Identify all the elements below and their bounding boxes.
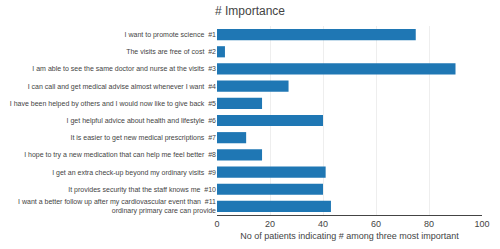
svg-text:I want a better follow up afte: I want a better follow up after my cardi… xyxy=(18,198,216,215)
svg-text:I get an extra check-up beyond: I get an extra check-up beyond my ordina… xyxy=(52,169,216,177)
svg-text:# Importance: # Importance xyxy=(215,4,285,18)
svg-text:I can call and get medical adv: I can call and get medical advise almost… xyxy=(28,83,216,91)
svg-text:No of patients indicating # am: No of patients indicating # among three … xyxy=(240,231,459,241)
svg-text:0: 0 xyxy=(214,219,219,229)
svg-text:I hope to try a new medication: I hope to try a new medication that can … xyxy=(24,151,216,159)
svg-text:It provides security that the: It provides security that the staff know… xyxy=(68,186,216,194)
svg-text:It is easier to get new medica: It is easier to get new medical prescrip… xyxy=(70,134,216,142)
svg-text:20: 20 xyxy=(265,219,275,229)
svg-text:40: 40 xyxy=(318,219,328,229)
svg-text:60: 60 xyxy=(371,219,381,229)
svg-text:I am able to see the same doct: I am able to see the same doctor and nur… xyxy=(32,65,216,72)
svg-text:I have been helped by others a: I have been helped by others and I would… xyxy=(10,100,216,108)
svg-text:100: 100 xyxy=(474,219,489,229)
svg-text:I want to promote science #1: I want to promote science #1 xyxy=(125,31,217,39)
svg-text:The visits are free of cost #: The visits are free of cost #2 xyxy=(126,48,216,55)
svg-text:80: 80 xyxy=(424,219,434,229)
svg-text:I get helpful advice about hea: I get helpful advice about health and li… xyxy=(67,117,217,125)
